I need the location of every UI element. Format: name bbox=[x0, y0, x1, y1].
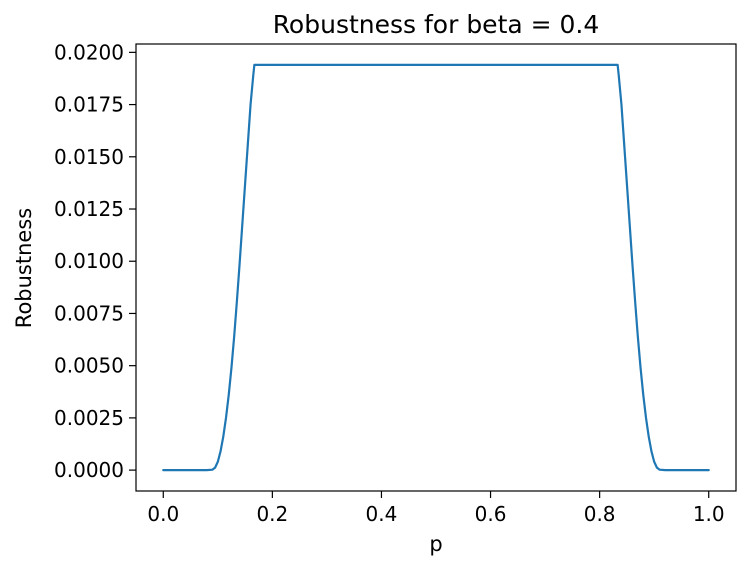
y-axis: 0.0000 0.0025 0.0050 0.0075 0.0100 0.0125 0.01… bbox=[54, 40, 136, 482]
y-tick-label: 0.0175 bbox=[54, 93, 124, 117]
y-tick-label: 0.0200 bbox=[54, 40, 124, 64]
y-tick-label: 0.0125 bbox=[54, 197, 124, 221]
y-tick-label: 0.0075 bbox=[54, 301, 124, 325]
x-tick-label: 0.0 bbox=[147, 502, 179, 526]
x-tick-label: 0.8 bbox=[584, 502, 616, 526]
x-axis-label: p bbox=[429, 532, 442, 556]
x-tick-label: 1.0 bbox=[693, 502, 725, 526]
y-tick-label: 0.0025 bbox=[54, 406, 124, 430]
y-tick-label: 0.0000 bbox=[54, 458, 124, 482]
x-tick-label: 0.4 bbox=[366, 502, 398, 526]
x-axis: 0.0 0.2 0.4 0.6 0.8 1.0 bbox=[147, 491, 725, 526]
series-line bbox=[162, 63, 710, 472]
y-tick-label: 0.0100 bbox=[54, 249, 124, 273]
y-tick-label: 0.0150 bbox=[54, 145, 124, 169]
chart-title: Robustness for beta = 0.4 bbox=[273, 10, 600, 39]
plot-frame bbox=[135, 43, 737, 492]
x-tick-label: 0.6 bbox=[475, 502, 507, 526]
y-axis-label: Robustness bbox=[12, 208, 36, 328]
series-layer bbox=[162, 63, 710, 472]
y-tick-label: 0.0050 bbox=[54, 354, 124, 378]
x-tick-label: 0.2 bbox=[256, 502, 288, 526]
